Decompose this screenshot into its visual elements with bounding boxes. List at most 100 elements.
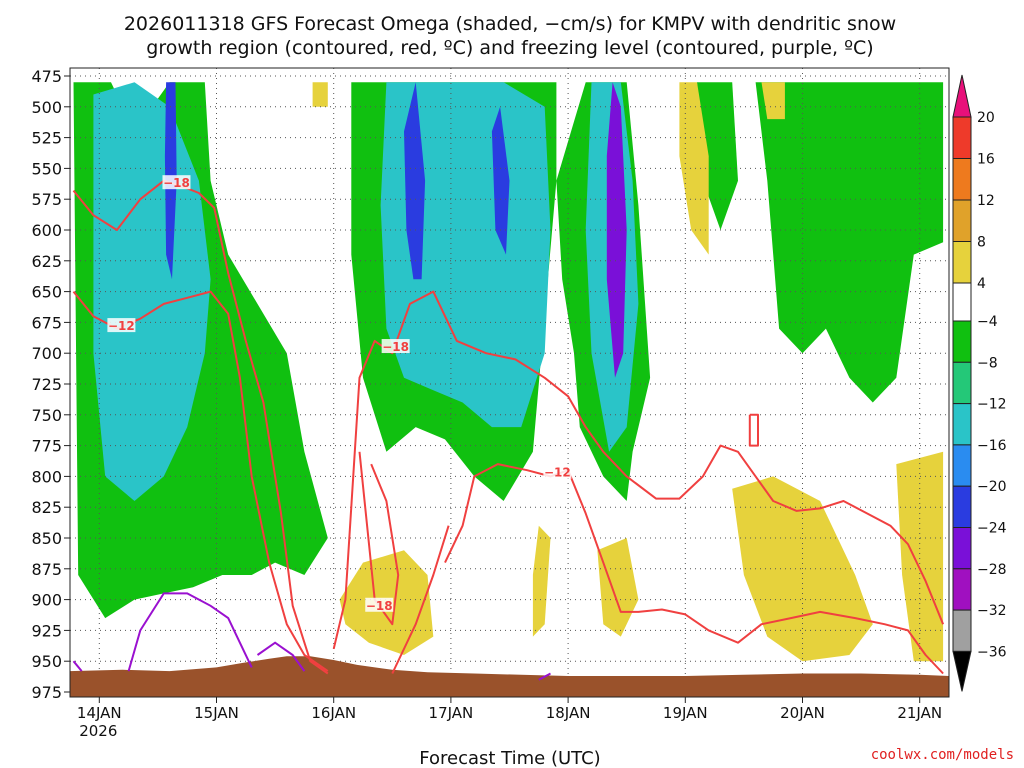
freezing-contour-3 [538, 672, 551, 681]
colorbar-label-11: −28 [977, 562, 1007, 578]
x-axis-label: Forecast Time (UTC) [419, 748, 600, 768]
terrain-fill [70, 656, 949, 697]
omega-region-17 [761, 82, 785, 120]
freezing-contour-1 [256, 641, 306, 672]
y-tick-label-19: 950 [31, 652, 62, 671]
colorbar-bin-12 [952, 568, 972, 611]
colorbar-bin-13 [952, 609, 972, 652]
colorbar-label-9: −20 [977, 479, 1007, 495]
omega-region-8 [606, 82, 627, 378]
y-tick-label-10: 725 [31, 375, 62, 394]
colorbar-bin-1 [952, 116, 972, 159]
dgz-contour-3 [444, 463, 944, 675]
x-tick-label-6: 20JAN [780, 704, 825, 722]
x-tick-label-7: 21JAN [897, 704, 942, 722]
dgz-label-bg-0 [162, 175, 191, 190]
x-tick-label-1: 15JAN [194, 704, 239, 722]
y-tick-label-4: 575 [31, 190, 62, 209]
colorbar-label-4: 4 [977, 276, 986, 292]
dgz-contour-label-4: −18 [366, 599, 393, 613]
y-tick-label-17: 900 [31, 591, 62, 610]
freezing-contour-0 [127, 592, 253, 672]
colorbar-label-6: −8 [977, 355, 998, 371]
dgz-label-bg-1 [107, 318, 136, 333]
y-tick-label-13: 800 [31, 467, 62, 486]
colorbar-label-13: −36 [977, 644, 1007, 660]
colorbar: 20 16 12 8 4 −4 −8 −12 −16 −20 −24 −28 −32 −36 [952, 74, 1007, 692]
colorbar-label-1: 16 [977, 152, 995, 168]
x-tick-label-2: 16JAN [311, 704, 356, 722]
dgz-contour-6 [748, 413, 759, 447]
colorbar-bin-6 [952, 320, 972, 363]
freezing-level-contours [72, 592, 551, 681]
dgz-contour-2 [332, 290, 945, 650]
colorbar-bin-5 [952, 282, 972, 322]
colorbar-label-3: 8 [977, 235, 986, 251]
y-tick-label-7: 650 [31, 283, 62, 302]
plot-area: −18 −12 −18 −12 −18 [70, 68, 949, 697]
omega-region-5 [404, 82, 426, 280]
colorbar-label-8: −16 [977, 438, 1007, 454]
credit-text: coolwx.com/models [871, 747, 1014, 763]
colorbar-top-arrow [952, 74, 972, 118]
omega-region-18 [312, 82, 328, 107]
dgz-contour-5 [391, 525, 450, 674]
dgz-contour-label-0: −18 [163, 176, 190, 190]
y-tick-label-5: 600 [31, 221, 62, 240]
colorbar-bin-9 [952, 444, 972, 487]
colorbar-bin-2 [952, 158, 972, 201]
y-tick-label-14: 825 [31, 498, 62, 517]
y-tick-label-6: 625 [31, 252, 62, 271]
omega-region-10 [697, 82, 738, 230]
dgz-label-bg-2 [381, 339, 410, 354]
colorbar-bottom-arrow [952, 650, 972, 692]
colorbar-label-7: −12 [977, 397, 1007, 413]
y-tick-label-0: 475 [31, 67, 62, 86]
y-tick-label-9: 700 [31, 344, 62, 363]
omega-region-9 [755, 82, 944, 403]
dgz-contour-label-2: −18 [382, 340, 409, 354]
y-tick-label-3: 550 [31, 159, 62, 178]
dgz-contour-label-1: −12 [108, 319, 135, 333]
colorbar-label-0: 20 [977, 110, 995, 126]
colorbar-bin-3 [952, 199, 972, 242]
colorbar-label-10: −24 [977, 521, 1007, 537]
y-tick-label-12: 775 [31, 437, 62, 456]
dgz-contour-4 [358, 451, 400, 626]
x-tick-label-4: 18JAN [546, 704, 591, 722]
y-tick-label-20: 975 [31, 683, 62, 702]
x-tick-label-5: 19JAN [663, 704, 708, 722]
omega-region-15 [896, 451, 944, 662]
colorbar-bin-10 [952, 485, 972, 529]
omega-region-16 [679, 82, 709, 255]
x-tick-label-3: 17JAN [429, 704, 474, 722]
y-tick-label-2: 525 [31, 129, 62, 148]
freezing-contour-2 [72, 660, 83, 672]
y-tick-label-1: 500 [31, 98, 62, 117]
colorbar-bin-7 [952, 361, 972, 405]
y-tick-label-8: 675 [31, 313, 62, 332]
dgz-contour-0 [72, 179, 329, 675]
y-tick-label-16: 875 [31, 560, 62, 579]
colorbar-label-5: −4 [977, 314, 998, 330]
omega-region-6 [491, 106, 510, 255]
y-axis: 475 500 525 550 575 600 625 650 675 700 725 750 775 8… [31, 67, 70, 702]
colorbar-bin-8 [952, 403, 972, 446]
omega-region-12 [532, 525, 551, 637]
terrain-layer [70, 656, 949, 697]
plot-frame [69, 67, 950, 698]
colorbar-bin-4 [952, 241, 972, 284]
x-tick-sublabel-0: 2026 [79, 722, 117, 740]
y-tick-label-11: 750 [31, 406, 62, 425]
colorbar-label-2: 12 [977, 193, 995, 209]
dgz-contour-label-3: −12 [544, 466, 571, 480]
dgz-label-bg-4 [365, 597, 394, 612]
dgz-label-bg-3 [543, 464, 572, 479]
dendritic-growth-contours: −18 −12 −18 −12 −18 [72, 175, 945, 675]
chart-title-line-1: 2026011318 GFS Forecast Omega (shaded, −… [124, 13, 896, 35]
colorbar-label-12: −32 [977, 603, 1007, 619]
y-tick-label-18: 925 [31, 621, 62, 640]
y-tick-label-15: 850 [31, 529, 62, 548]
